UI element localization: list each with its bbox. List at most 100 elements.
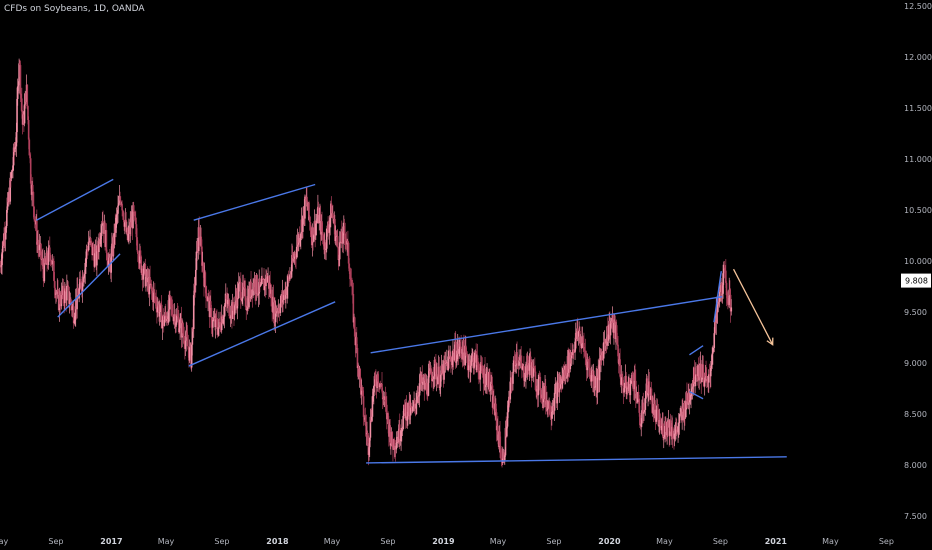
candle-body: [729, 289, 731, 295]
candle-body: [21, 98, 23, 112]
candle-body: [431, 378, 434, 382]
candle-body: [175, 314, 178, 323]
trendline[interactable]: [370, 296, 723, 354]
trendline[interactable]: [366, 456, 787, 464]
candle-body: [209, 301, 211, 318]
candle-body: [586, 359, 589, 371]
candle-body: [569, 352, 572, 370]
candle-body: [551, 411, 553, 419]
candle-body: [693, 367, 696, 384]
price-badge-label: 9.808: [905, 277, 928, 286]
candle-body: [334, 234, 337, 241]
candle-body: [306, 196, 308, 206]
candle-body: [27, 119, 30, 140]
candle-body: [59, 294, 61, 305]
candle-body: [715, 308, 718, 323]
candle-body: [650, 388, 653, 396]
candle-body: [393, 439, 396, 450]
candle-body: [583, 342, 585, 351]
candle-body: [727, 304, 730, 306]
candle-body: [528, 363, 531, 371]
candle-body: [51, 259, 54, 265]
candle-body: [139, 250, 141, 264]
candle-body: [539, 376, 542, 395]
candle-body: [260, 284, 263, 285]
trendline[interactable]: [57, 253, 121, 318]
candle-body: [47, 247, 50, 265]
candle-body: [561, 378, 563, 385]
candle-body: [660, 425, 663, 431]
candle-body: [512, 359, 515, 372]
candle-body: [27, 106, 29, 120]
candle-body: [396, 442, 398, 443]
candle-body: [368, 447, 370, 455]
candle-body: [321, 231, 324, 236]
candle-body: [406, 416, 409, 421]
candle-body: [115, 214, 118, 218]
forecast-arrow-line[interactable]: [732, 268, 774, 345]
candle-body: [679, 414, 681, 415]
candle-body: [669, 420, 672, 432]
trendline[interactable]: [713, 271, 722, 323]
candle-body: [266, 276, 269, 283]
candle-body: [3, 233, 5, 246]
y-tick-label: 9.000: [904, 359, 927, 368]
candle-body: [579, 331, 581, 344]
y-tick-label: 12.500: [904, 2, 932, 11]
forecast-arrow[interactable]: [732, 268, 774, 346]
candle-body: [37, 241, 40, 246]
candle-body: [183, 335, 185, 345]
y-axis: 12.500 12.000 11.500 11.000 10.500 10.000 9.50…: [904, 2, 932, 521]
candle-body: [209, 301, 212, 308]
candle-body: [585, 356, 587, 359]
candle-body: [11, 170, 14, 172]
candle-body: [62, 285, 65, 300]
candle-body: [455, 361, 458, 363]
candle-body: [710, 363, 713, 369]
x-axis: May Sep 2017 May Sep 2018 May Sep 2019 May Sep 2020…: [0, 537, 894, 546]
candle-body: [639, 412, 641, 426]
candle-body: [472, 355, 475, 369]
candle-body: [100, 225, 103, 237]
candle-body: [352, 293, 355, 323]
candle-body: [549, 401, 551, 415]
candle-body: [315, 221, 318, 224]
candle-body: [233, 305, 236, 315]
candle-body: [72, 306, 75, 324]
candle-body: [129, 222, 132, 235]
candle-body: [593, 374, 595, 388]
candle-body: [470, 356, 473, 366]
trendline[interactable]: [188, 301, 336, 367]
trendline[interactable]: [36, 178, 114, 221]
candle-body: [53, 260, 55, 281]
candle-body: [710, 368, 712, 377]
x-tick-label: May: [822, 537, 839, 546]
candle-body: [50, 260, 52, 262]
candle-body: [113, 223, 116, 245]
candle-body: [450, 356, 452, 362]
trendline[interactable]: [689, 345, 704, 356]
candle-body: [170, 298, 173, 305]
candle-body: [725, 282, 728, 296]
candle-body: [155, 298, 158, 306]
candle-body: [645, 391, 647, 399]
candle-body: [489, 389, 492, 391]
candle-body: [677, 425, 679, 433]
trendline[interactable]: [193, 183, 316, 221]
candle-body: [467, 365, 470, 371]
candle-body: [186, 337, 189, 347]
candle-body: [551, 410, 554, 412]
candle-body: [621, 374, 623, 378]
candle-body: [418, 383, 421, 396]
trendlines[interactable]: [36, 178, 787, 464]
candle-body: [164, 312, 167, 316]
candle-body: [634, 380, 637, 399]
candle-body: [540, 394, 542, 398]
x-tick-label: May: [656, 537, 673, 546]
candle-body: [70, 299, 72, 305]
candle-body: [327, 225, 329, 231]
candle-body: [724, 267, 726, 271]
trendline[interactable]: [689, 390, 704, 400]
candle-body: [712, 347, 715, 352]
